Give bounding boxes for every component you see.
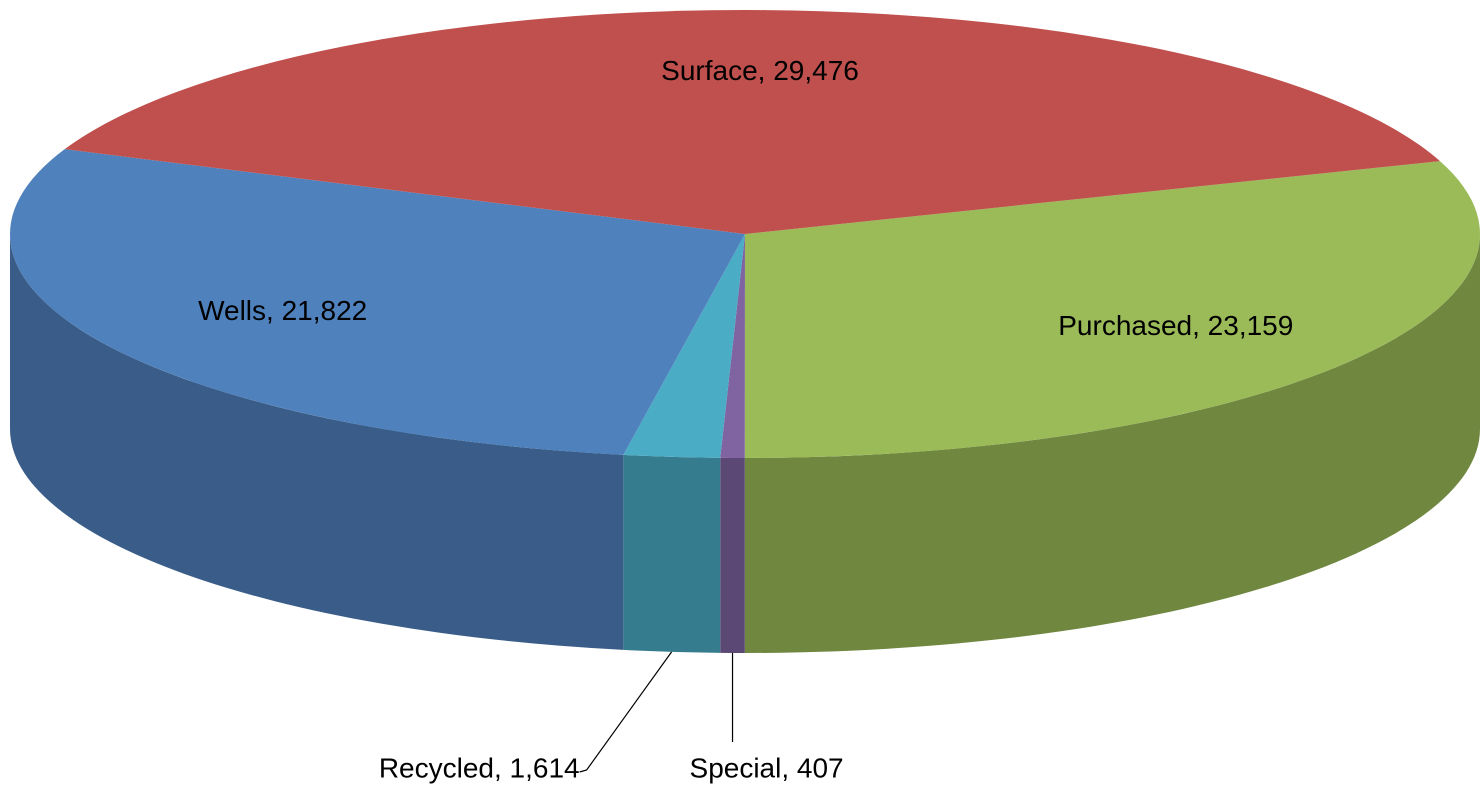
slice-side xyxy=(623,454,721,653)
slice xyxy=(9,149,746,455)
slice-side xyxy=(744,234,1480,654)
data-label: Surface, 29,476 xyxy=(661,55,859,86)
slice-side xyxy=(10,234,624,650)
leader-line xyxy=(579,651,673,773)
labels: Purchased, 23,159 Special, 407 Recycled, 1… xyxy=(198,55,1293,783)
slice-sides xyxy=(10,234,1480,654)
data-label: Purchased, 23,159 xyxy=(1058,310,1293,341)
data-label: Wells, 21,822 xyxy=(198,295,367,326)
slice xyxy=(623,234,745,458)
slice xyxy=(744,161,1480,458)
data-label: Special, 407 xyxy=(690,752,844,783)
slice-tops xyxy=(9,10,1480,458)
data-label: Recycled, 1,614 xyxy=(379,752,580,783)
slice xyxy=(720,234,745,458)
slice xyxy=(64,10,1440,235)
slice-side xyxy=(720,457,745,653)
